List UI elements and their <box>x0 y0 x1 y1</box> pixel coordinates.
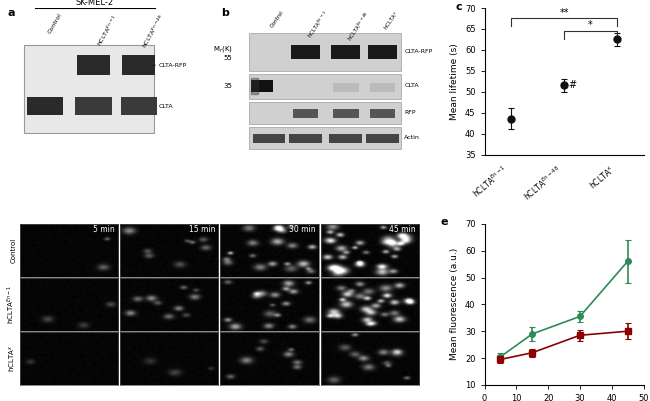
Text: CLTA: CLTA <box>404 83 419 88</box>
Text: RFP: RFP <box>404 110 416 115</box>
FancyBboxPatch shape <box>251 80 273 91</box>
FancyBboxPatch shape <box>292 109 318 118</box>
FancyBboxPatch shape <box>121 97 157 115</box>
FancyBboxPatch shape <box>333 109 359 118</box>
Text: Actin: Actin <box>404 135 420 140</box>
Text: e: e <box>440 217 448 227</box>
Y-axis label: Control: Control <box>10 238 17 263</box>
FancyBboxPatch shape <box>330 134 362 143</box>
Y-axis label: hCLTA$^{x}$: hCLTA$^{x}$ <box>6 345 17 372</box>
FancyBboxPatch shape <box>333 83 359 91</box>
Text: 45 min: 45 min <box>389 225 416 234</box>
FancyBboxPatch shape <box>24 45 154 133</box>
FancyBboxPatch shape <box>368 45 397 59</box>
Text: hCLTA$^{x}$: hCLTA$^{x}$ <box>382 10 402 32</box>
Text: SK-MEL-2: SK-MEL-2 <box>76 0 114 6</box>
Y-axis label: Mean fluorescence (a.u.): Mean fluorescence (a.u.) <box>450 248 460 360</box>
Text: hCLTA$^{En-48}$: hCLTA$^{En-48}$ <box>140 12 167 50</box>
Text: 55: 55 <box>224 55 233 61</box>
Text: 30 min: 30 min <box>289 225 316 234</box>
FancyBboxPatch shape <box>370 109 395 118</box>
FancyBboxPatch shape <box>249 102 400 124</box>
Text: 35: 35 <box>224 83 233 89</box>
Text: 5 min: 5 min <box>93 225 115 234</box>
FancyBboxPatch shape <box>27 97 63 115</box>
Text: hCLTA$^{En-48}$: hCLTA$^{En-48}$ <box>346 10 373 43</box>
FancyBboxPatch shape <box>291 45 320 59</box>
Text: CLTA-RFP: CLTA-RFP <box>159 63 187 68</box>
Text: Control: Control <box>269 10 285 28</box>
FancyBboxPatch shape <box>289 134 322 143</box>
Y-axis label: Mean lifetime (s): Mean lifetime (s) <box>450 43 460 119</box>
Text: Control: Control <box>47 12 62 35</box>
Text: 15 min: 15 min <box>188 225 215 234</box>
Text: a: a <box>7 8 15 18</box>
Text: CLTA: CLTA <box>159 104 173 109</box>
FancyBboxPatch shape <box>366 134 399 143</box>
Y-axis label: hCLTA$^{En-1}$: hCLTA$^{En-1}$ <box>5 285 17 324</box>
FancyBboxPatch shape <box>249 33 400 71</box>
Text: **: ** <box>559 8 569 18</box>
FancyBboxPatch shape <box>332 45 360 59</box>
FancyBboxPatch shape <box>249 127 400 149</box>
Text: hCLTA$^{En-1}$: hCLTA$^{En-1}$ <box>95 12 121 48</box>
Text: M$_r$(K): M$_r$(K) <box>213 44 233 54</box>
FancyBboxPatch shape <box>77 55 110 75</box>
FancyBboxPatch shape <box>122 55 155 75</box>
Text: hCLTA$^{En-1}$: hCLTA$^{En-1}$ <box>306 10 331 41</box>
Text: CLTA-RFP: CLTA-RFP <box>404 49 432 55</box>
Text: b: b <box>222 8 229 18</box>
FancyBboxPatch shape <box>75 97 112 115</box>
FancyBboxPatch shape <box>370 83 395 91</box>
FancyBboxPatch shape <box>253 134 285 143</box>
Text: *: * <box>588 20 593 30</box>
Text: c: c <box>456 2 463 12</box>
Text: #: # <box>568 81 577 91</box>
FancyBboxPatch shape <box>249 74 400 99</box>
